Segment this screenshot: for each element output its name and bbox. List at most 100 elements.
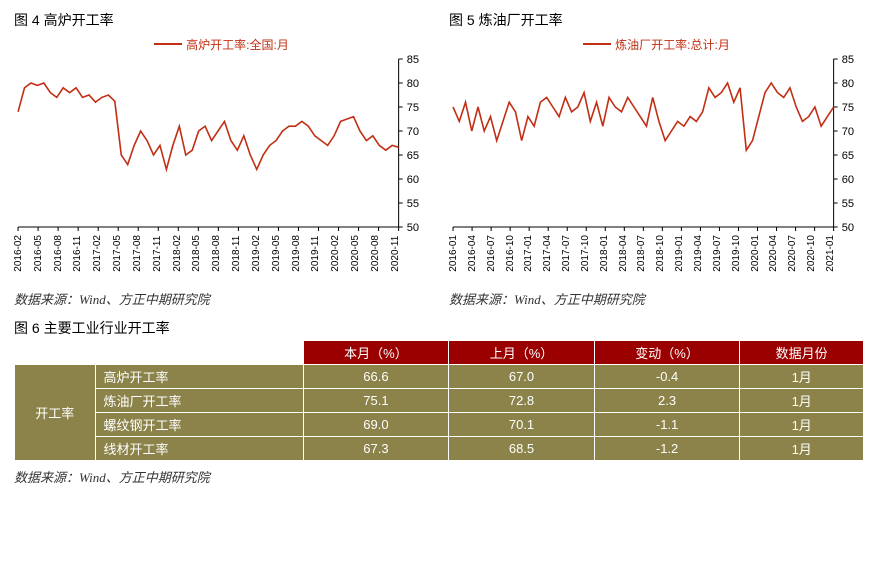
x-tick-label: 2018-07 (637, 235, 647, 272)
svg-text:85: 85 (842, 54, 854, 66)
table-cell: 螺纹钢开工率 (95, 413, 303, 437)
x-tick-label: 2019-11 (311, 235, 321, 272)
svg-text:60: 60 (407, 174, 419, 186)
x-tick-label: 2019-08 (292, 235, 302, 272)
x-tick-label: 2020-10 (807, 235, 817, 272)
chart4-source: 数据来源：Wind、方正中期研究院 (14, 289, 429, 308)
table-cell: 1月 (740, 413, 864, 437)
table6-source: 数据来源：Wind、方正中期研究院 (14, 467, 864, 486)
x-tick-label: 2017-01 (524, 235, 534, 272)
table-cell: 1月 (740, 389, 864, 413)
x-tick-label: 2018-08 (212, 235, 222, 272)
table-row: 开工率高炉开工率66.667.0-0.41月 (15, 365, 864, 389)
x-tick-label: 2020-11 (391, 235, 401, 272)
table-cell: 72.8 (449, 389, 595, 413)
table-cell: 炼油厂开工率 (95, 389, 303, 413)
x-tick-label: 2019-01 (675, 235, 685, 272)
table-cell: 68.5 (449, 437, 595, 461)
svg-text:55: 55 (842, 198, 854, 210)
x-tick-label: 2018-04 (619, 235, 629, 272)
chart4-xticks: 2016-02 2016-05 2016-08 2016-11 2017-02 2017-… (14, 235, 429, 272)
svg-text:80: 80 (842, 78, 854, 90)
chart5-legend-label: 炼油厂开工率:总计:月 (615, 36, 730, 53)
table-cell: 1月 (740, 365, 864, 389)
table-col-header: 本月（%） (303, 341, 449, 365)
svg-text:70: 70 (842, 126, 854, 138)
x-tick-label: 2020-07 (788, 235, 798, 272)
chart5-xticks: 2016-012016-042016-072016-102017-012017-… (449, 235, 864, 272)
svg-text:70: 70 (407, 126, 419, 138)
table6: 本月（%）上月（%）变动（%）数据月份 开工率高炉开工率66.667.0-0.4… (14, 340, 864, 461)
table-cell: 66.6 (303, 365, 449, 389)
x-tick-label: 2020-01 (751, 235, 761, 272)
table-cell: 高炉开工率 (95, 365, 303, 389)
svg-text:75: 75 (842, 102, 854, 114)
x-tick-label: 2016-11 (73, 235, 83, 272)
svg-text:60: 60 (842, 174, 854, 186)
x-tick-label: 2017-11 (153, 235, 163, 272)
table-category-cell: 开工率 (15, 365, 96, 461)
legend-swatch (583, 43, 611, 45)
x-tick-label: 2017-02 (93, 235, 103, 272)
table-cell: 2.3 (594, 389, 740, 413)
svg-text:65: 65 (407, 150, 419, 162)
chart5-svg: 50 55 60 65 70 75 80 85 (449, 53, 864, 233)
table-cell: 1月 (740, 437, 864, 461)
svg-text:75: 75 (407, 102, 419, 114)
x-tick-label: 2018-02 (173, 235, 183, 272)
x-tick-label: 2018-11 (232, 235, 242, 272)
chart5-source: 数据来源：Wind、方正中期研究院 (449, 289, 864, 308)
table-row: 螺纹钢开工率69.070.1-1.11月 (15, 413, 864, 437)
table-header-row: 本月（%）上月（%）变动（%）数据月份 (15, 341, 864, 365)
x-tick-label: 2018-01 (600, 235, 610, 272)
x-tick-label: 2019-10 (732, 235, 742, 272)
x-tick-label: 2020-02 (331, 235, 341, 272)
table-row: 线材开工率67.368.5-1.21月 (15, 437, 864, 461)
chart5-title: 图 5 炼油厂开工率 (449, 10, 864, 30)
x-tick-label: 2016-08 (54, 235, 64, 272)
chart5-legend: 炼油厂开工率:总计:月 (449, 32, 864, 53)
table-cell: 69.0 (303, 413, 449, 437)
table-col-header: 数据月份 (740, 341, 864, 365)
table-cell: -1.1 (594, 413, 740, 437)
x-tick-label: 2016-05 (34, 235, 44, 272)
table-cell: 线材开工率 (95, 437, 303, 461)
x-tick-label: 2017-08 (133, 235, 143, 272)
table-cell: 75.1 (303, 389, 449, 413)
chart-panel-4: 图 4 高炉开工率 高炉开工率:全国:月 5055606570758085 20… (14, 10, 429, 318)
chart4-svg: 5055606570758085 (14, 53, 429, 233)
table-row: 炼油厂开工率75.172.82.31月 (15, 389, 864, 413)
x-tick-label: 2016-04 (468, 235, 478, 272)
x-tick-label: 2017-05 (113, 235, 123, 272)
x-tick-label: 2016-02 (14, 235, 24, 272)
x-tick-label: 2019-04 (694, 235, 704, 272)
x-tick-label: 2020-05 (351, 235, 361, 272)
svg-text:55: 55 (407, 198, 419, 210)
chart4-legend-label: 高炉开工率:全国:月 (186, 36, 289, 53)
x-tick-label: 2020-08 (371, 235, 381, 272)
x-tick-label: 2016-01 (449, 235, 459, 272)
x-tick-label: 2017-07 (562, 235, 572, 272)
table-cell: 70.1 (449, 413, 595, 437)
table-cell: -1.2 (594, 437, 740, 461)
x-tick-label: 2017-04 (543, 235, 553, 272)
chart4-legend: 高炉开工率:全国:月 (14, 32, 429, 53)
chart-panel-5: 图 5 炼油厂开工率 炼油厂开工率:总计:月 5055606570758085 … (449, 10, 864, 318)
table-col-header: 上月（%） (449, 341, 595, 365)
svg-text:80: 80 (407, 78, 419, 90)
svg-text:65: 65 (842, 150, 854, 162)
x-tick-label: 2018-10 (656, 235, 666, 272)
x-tick-label: 2019-02 (252, 235, 262, 272)
legend-swatch (154, 43, 182, 45)
table-col-header (15, 341, 304, 365)
chart4-title: 图 4 高炉开工率 (14, 10, 429, 30)
x-tick-label: 2020-04 (769, 235, 779, 272)
x-tick-label: 2019-07 (713, 235, 723, 272)
x-tick-label: 2017-10 (581, 235, 591, 272)
x-tick-label: 2019-05 (272, 235, 282, 272)
table-cell: 67.3 (303, 437, 449, 461)
table6-title: 图 6 主要工业行业开工率 (14, 318, 864, 338)
table-cell: 67.0 (449, 365, 595, 389)
x-tick-label: 2016-07 (487, 235, 497, 272)
svg-text:50: 50 (842, 222, 854, 233)
